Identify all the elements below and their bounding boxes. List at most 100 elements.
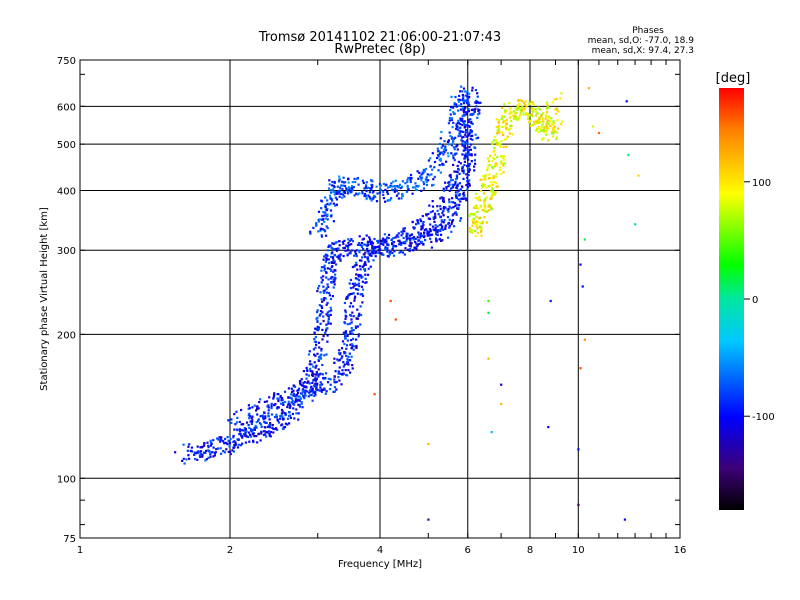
data-point [256, 413, 259, 416]
data-point [467, 181, 470, 184]
data-point [240, 408, 243, 412]
data-point [429, 165, 432, 168]
data-point [473, 169, 476, 172]
data-point [408, 244, 411, 247]
data-point [462, 171, 465, 175]
data-point [348, 352, 351, 355]
colorbar [719, 88, 744, 510]
data-point [523, 101, 526, 104]
data-point [359, 274, 362, 277]
data-point [350, 314, 353, 317]
data-point [456, 128, 459, 131]
data-point [431, 200, 434, 203]
data-point [434, 224, 437, 227]
data-point [471, 86, 474, 89]
data-point [447, 181, 450, 184]
data-point [445, 160, 448, 163]
data-point [450, 95, 453, 98]
data-point [467, 148, 471, 152]
data-point [505, 122, 508, 125]
data-point [623, 518, 626, 521]
data-point [294, 397, 297, 400]
data-point [444, 145, 447, 148]
data-point [518, 116, 521, 119]
data-point [328, 183, 331, 186]
data-point [346, 339, 349, 342]
data-point [260, 425, 263, 428]
data-point [418, 242, 421, 245]
data-point [393, 190, 396, 193]
data-point [355, 317, 358, 320]
data-point [352, 329, 355, 332]
data-point [502, 145, 505, 148]
data-point [332, 286, 335, 289]
data-point [268, 432, 271, 436]
data-point [500, 160, 503, 163]
data-point [363, 255, 367, 258]
data-point [439, 137, 442, 140]
data-point [452, 154, 455, 157]
data-point [367, 243, 370, 247]
data-point [262, 416, 265, 419]
data-point [391, 243, 394, 246]
data-point [325, 291, 328, 294]
data-point [245, 421, 249, 424]
data-point [460, 85, 463, 88]
data-point [323, 289, 326, 292]
data-point [230, 418, 233, 421]
data-point [263, 411, 266, 414]
data-point [311, 387, 314, 390]
data-point [401, 185, 404, 188]
data-point [463, 154, 466, 157]
data-point [431, 210, 434, 213]
data-point [476, 227, 479, 230]
data-point [484, 210, 487, 213]
data-point [547, 106, 550, 109]
data-point [466, 139, 469, 142]
data-point [252, 432, 256, 435]
data-point [216, 437, 219, 440]
data-point [330, 276, 333, 279]
data-point [255, 426, 258, 429]
data-point [350, 238, 353, 241]
data-point [539, 128, 543, 131]
data-point [403, 227, 406, 230]
data-point [494, 175, 497, 178]
data-point [452, 111, 455, 114]
data-point [474, 162, 477, 165]
data-point [394, 318, 397, 321]
data-point [406, 184, 409, 187]
data-point [505, 128, 508, 131]
data-point [451, 178, 454, 182]
data-point [332, 190, 335, 193]
data-point [343, 195, 346, 198]
data-point [324, 196, 327, 199]
data-point [341, 373, 344, 376]
data-point [334, 196, 337, 199]
data-point [452, 137, 456, 140]
data-point [376, 192, 379, 195]
data-point [554, 108, 557, 111]
data-point [508, 112, 511, 115]
data-point [455, 178, 458, 181]
data-point [326, 199, 329, 202]
data-point [333, 283, 336, 286]
data-point [489, 205, 492, 208]
data-point [314, 336, 317, 339]
data-point [514, 112, 517, 115]
data-point [247, 414, 250, 417]
data-point [519, 99, 522, 102]
data-point [536, 112, 539, 115]
data-point [311, 389, 314, 392]
data-point [483, 216, 486, 219]
data-point [484, 198, 487, 201]
data-point [346, 295, 349, 299]
data-point [440, 227, 443, 230]
data-point [386, 192, 389, 195]
data-point [394, 187, 397, 190]
data-point [325, 256, 328, 259]
data-point [325, 287, 328, 291]
data-point [343, 337, 347, 340]
data-point [406, 180, 409, 184]
data-point [255, 409, 258, 412]
